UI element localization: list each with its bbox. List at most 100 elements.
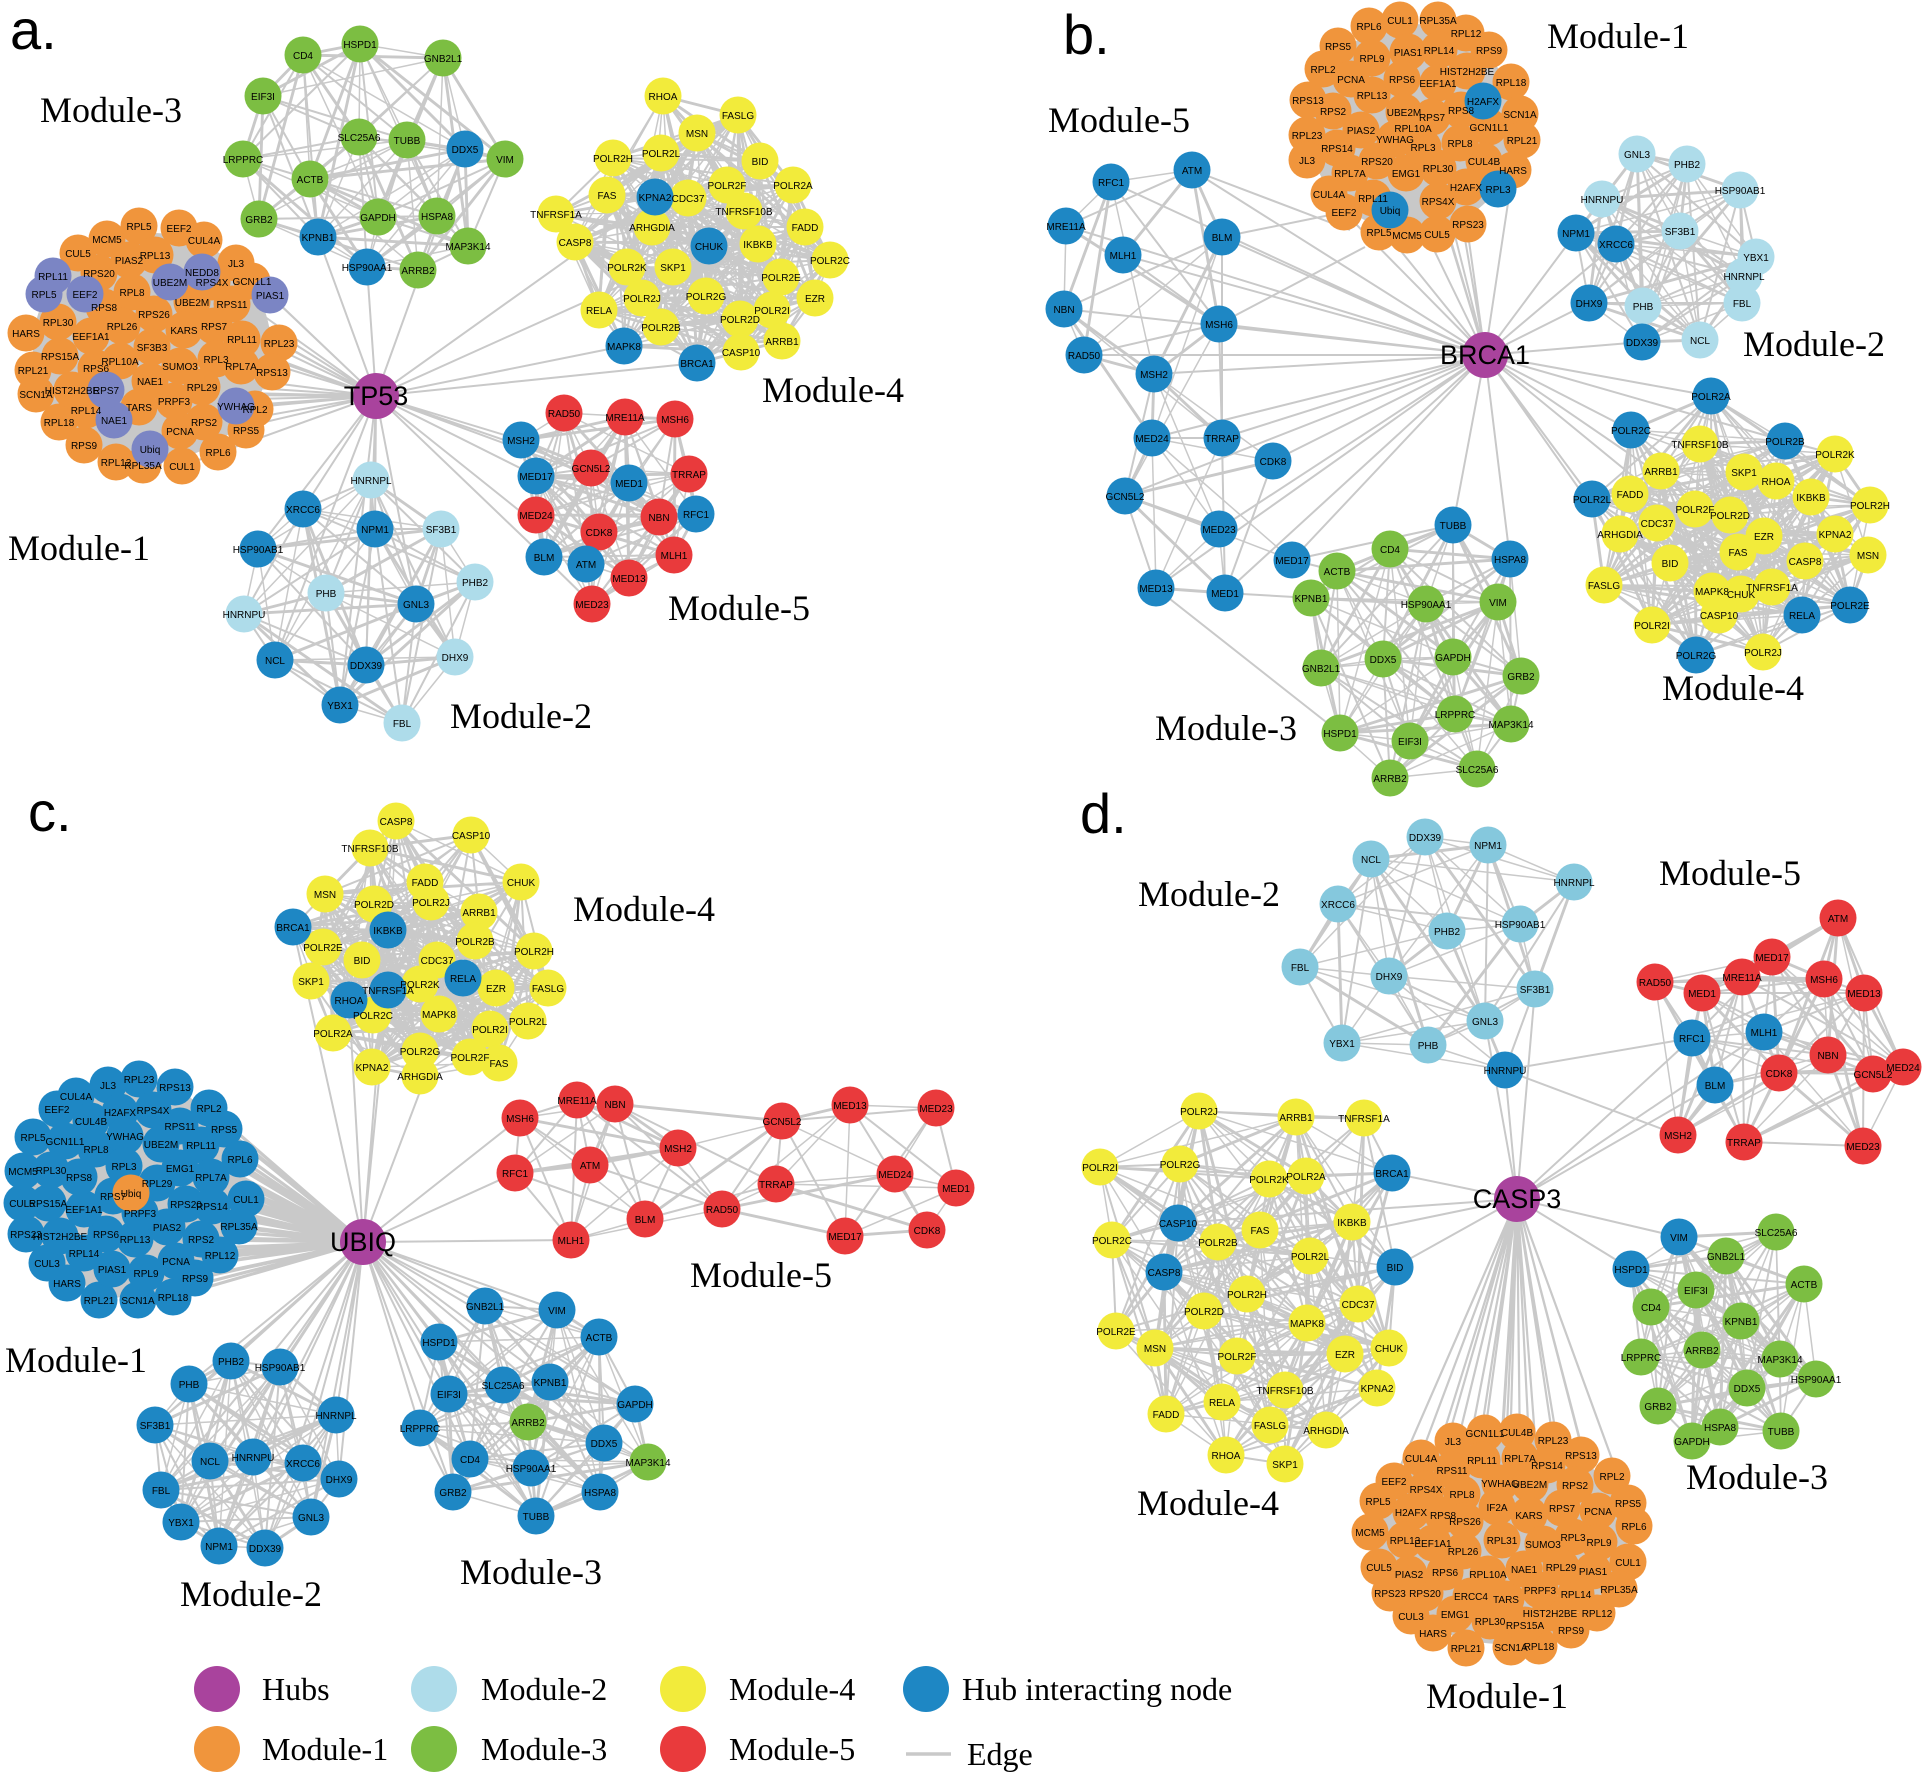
svg-text:GAPDH: GAPDH <box>1435 653 1471 664</box>
svg-text:POLR2C: POLR2C <box>1611 426 1651 437</box>
svg-text:FASLG: FASLG <box>1588 581 1620 592</box>
svg-text:GNB2L1: GNB2L1 <box>1302 664 1341 675</box>
svg-text:MCM5: MCM5 <box>1355 1528 1385 1539</box>
svg-text:POLR2I: POLR2I <box>1082 1163 1118 1174</box>
svg-text:ARHGDIA: ARHGDIA <box>1303 1426 1349 1437</box>
svg-text:ARHGDIA: ARHGDIA <box>629 223 675 234</box>
svg-text:RPS7: RPS7 <box>1549 1504 1576 1515</box>
svg-text:RPS26: RPS26 <box>138 310 170 321</box>
svg-text:POLR2G: POLR2G <box>1160 1160 1201 1171</box>
svg-text:EEF1A1: EEF1A1 <box>72 332 110 343</box>
svg-text:PCNA: PCNA <box>1584 1507 1612 1518</box>
svg-text:MSH6: MSH6 <box>1205 320 1233 331</box>
svg-text:NCL: NCL <box>265 656 285 667</box>
svg-text:CUL4A: CUL4A <box>1313 190 1346 201</box>
svg-text:POLR2L: POLR2L <box>1573 495 1612 506</box>
svg-text:RPL21: RPL21 <box>1451 1644 1482 1655</box>
svg-text:SF3B1: SF3B1 <box>140 1421 171 1432</box>
svg-text:HARS: HARS <box>1419 1629 1447 1640</box>
svg-text:UBE2M: UBE2M <box>153 278 187 289</box>
svg-text:MAP3K14: MAP3K14 <box>1757 1355 1802 1366</box>
svg-text:HIST2H2BE: HIST2H2BE <box>45 386 100 397</box>
svg-text:MED24: MED24 <box>878 1170 912 1181</box>
svg-text:RPS4X: RPS4X <box>1410 1485 1443 1496</box>
svg-text:ACTB: ACTB <box>1324 567 1351 578</box>
svg-text:MSH2: MSH2 <box>1140 370 1168 381</box>
svg-text:ATM: ATM <box>1828 914 1848 925</box>
svg-text:POLR2J: POLR2J <box>623 294 661 305</box>
svg-text:EZR: EZR <box>1335 1350 1355 1361</box>
svg-text:RPL6: RPL6 <box>227 1155 252 1166</box>
svg-text:RPL5: RPL5 <box>20 1133 45 1144</box>
svg-text:POLR2G: POLR2G <box>1676 651 1717 662</box>
svg-text:RPL31: RPL31 <box>1487 1536 1518 1547</box>
svg-text:RFC1: RFC1 <box>502 1169 529 1180</box>
svg-text:RPL3: RPL3 <box>1560 1533 1585 1544</box>
svg-text:GRB2: GRB2 <box>245 215 273 226</box>
svg-text:HSP90AA1: HSP90AA1 <box>1401 600 1452 611</box>
svg-text:HSPD1: HSPD1 <box>343 40 377 51</box>
svg-text:Module-1: Module-1 <box>5 1340 147 1380</box>
svg-text:UBE2M: UBE2M <box>1513 1480 1547 1491</box>
svg-text:POLR2A: POLR2A <box>773 181 813 192</box>
svg-text:FBL: FBL <box>393 719 412 730</box>
svg-text:MED1: MED1 <box>1688 989 1716 1000</box>
svg-text:GRB2: GRB2 <box>439 1488 467 1499</box>
svg-text:Edge: Edge <box>967 1736 1033 1772</box>
svg-text:RPL35A: RPL35A <box>220 1222 258 1233</box>
svg-text:d.: d. <box>1080 782 1127 845</box>
svg-text:CHUK: CHUK <box>695 242 724 253</box>
svg-text:RPL3: RPL3 <box>203 355 228 366</box>
svg-text:TRRAP: TRRAP <box>759 1180 793 1191</box>
svg-text:EEF2: EEF2 <box>1381 1477 1406 1488</box>
svg-text:LRPPRC: LRPPRC <box>223 155 264 166</box>
svg-text:RPL3: RPL3 <box>1485 185 1510 196</box>
svg-text:POLR2F: POLR2F <box>708 181 747 192</box>
svg-text:VIM: VIM <box>1670 1233 1688 1244</box>
svg-text:ATM: ATM <box>576 560 596 571</box>
svg-text:SKP1: SKP1 <box>298 977 324 988</box>
svg-text:TNFRSF1A: TNFRSF1A <box>362 986 414 997</box>
svg-text:HIST2H2BE: HIST2H2BE <box>33 1232 88 1243</box>
svg-text:RPL18: RPL18 <box>44 418 75 429</box>
svg-text:RPS5: RPS5 <box>1615 1499 1642 1510</box>
svg-text:Module-4: Module-4 <box>729 1671 855 1707</box>
svg-text:RPL11: RPL11 <box>1358 194 1388 205</box>
svg-text:RPL11: RPL11 <box>227 335 257 346</box>
svg-text:RPS20: RPS20 <box>1361 157 1393 168</box>
svg-text:RPL14: RPL14 <box>71 406 102 417</box>
svg-text:RPS8: RPS8 <box>66 1173 93 1184</box>
svg-text:RPL6: RPL6 <box>205 448 230 459</box>
svg-text:MED23: MED23 <box>1846 1142 1880 1153</box>
svg-text:PRPF3: PRPF3 <box>124 1209 157 1220</box>
svg-text:TARS: TARS <box>126 403 152 414</box>
svg-text:CHUK: CHUK <box>1727 590 1756 601</box>
svg-text:RPS14: RPS14 <box>1531 1461 1563 1472</box>
svg-text:RPL3: RPL3 <box>111 1162 136 1173</box>
svg-text:EZR: EZR <box>805 294 825 305</box>
svg-text:RPS9: RPS9 <box>182 1274 209 1285</box>
svg-text:EEF2: EEF2 <box>166 224 191 235</box>
svg-text:CD4: CD4 <box>460 1455 480 1466</box>
svg-text:MED13: MED13 <box>612 574 646 585</box>
svg-text:HSPD1: HSPD1 <box>422 1338 456 1349</box>
svg-text:JL3: JL3 <box>100 1081 117 1092</box>
svg-text:EEF1A1: EEF1A1 <box>1419 79 1457 90</box>
svg-text:SLC25A6: SLC25A6 <box>1456 765 1499 776</box>
svg-text:PHB2: PHB2 <box>462 578 489 589</box>
svg-text:CUL5: CUL5 <box>9 1199 35 1210</box>
svg-text:POLR2C: POLR2C <box>1092 1236 1132 1247</box>
svg-text:RPS23: RPS23 <box>1452 220 1484 231</box>
svg-text:CASP10: CASP10 <box>452 831 491 842</box>
svg-text:FASLG: FASLG <box>1254 1421 1286 1432</box>
svg-text:EIF3I: EIF3I <box>1684 1286 1708 1297</box>
svg-text:KPNB1: KPNB1 <box>534 1378 567 1389</box>
svg-text:EMG1: EMG1 <box>1392 169 1421 180</box>
svg-text:RPS4X: RPS4X <box>196 278 229 289</box>
svg-text:MSH6: MSH6 <box>1810 975 1838 986</box>
svg-text:PIAS1: PIAS1 <box>98 1265 127 1276</box>
svg-text:NBN: NBN <box>648 513 669 524</box>
svg-text:RPL12: RPL12 <box>101 458 132 469</box>
svg-text:KPNB1: KPNB1 <box>302 233 335 244</box>
svg-text:GNB2L1: GNB2L1 <box>1707 1252 1746 1263</box>
